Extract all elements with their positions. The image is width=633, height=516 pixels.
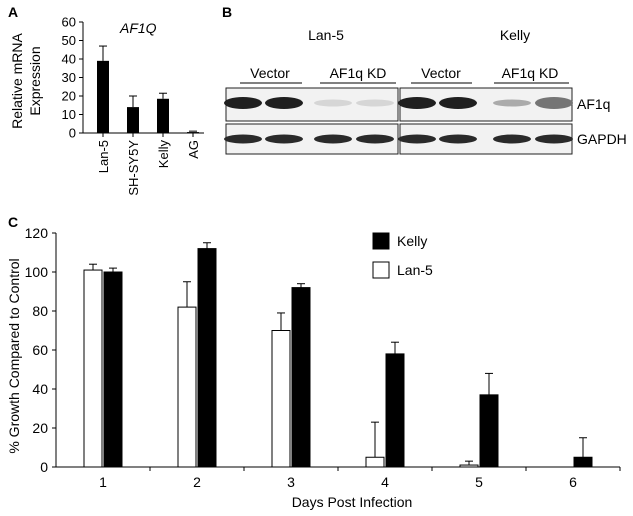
chart-a: AF1Q Relative mRNA Expression 0 10 20 30 40 5… xyxy=(9,15,204,196)
chart-a-ylabel-line-2: Expression xyxy=(27,46,43,115)
blot-band-af1q xyxy=(535,97,573,109)
legend-swatch-kelly xyxy=(372,232,390,250)
chart-c-y-tick-label: 0 xyxy=(40,459,48,475)
chart-a-title: AF1Q xyxy=(119,20,157,36)
chart-c-bar-kelly xyxy=(197,248,217,468)
chart-a-y-tick-label: 20 xyxy=(62,89,76,104)
legend-swatch-lan5 xyxy=(372,261,390,279)
chart-a-bar xyxy=(97,60,109,133)
legend-label-kelly: Kelly xyxy=(397,233,427,249)
chart-c-x-tick-label: 4 xyxy=(381,474,389,490)
chart-c-bar-lan5 xyxy=(459,464,479,468)
blot-cell-line-lan5: Lan-5 xyxy=(308,27,344,43)
chart-c-y-tick-label: 120 xyxy=(25,225,49,241)
blot-band-gapdh xyxy=(493,134,531,144)
chart-a-bar xyxy=(157,98,169,133)
panel-label-a: A xyxy=(8,4,18,20)
chart-a-y-tick-label: 10 xyxy=(62,107,76,122)
chart-a-ylabel-line-1: Relative mRNA xyxy=(9,33,25,129)
chart-c-bar-lan5 xyxy=(365,456,385,468)
chart-c-x-tick-label: 2 xyxy=(193,474,201,490)
blot-band-gapdh xyxy=(224,134,262,144)
blot-group-label: Vector xyxy=(421,65,461,81)
chart-c-ylabel: % Growth Compared to Control xyxy=(6,258,22,453)
panel-label-b: B xyxy=(222,4,232,20)
blot-band-af1q xyxy=(493,99,531,107)
blot-bands xyxy=(224,97,573,144)
blot-band-gapdh xyxy=(314,134,352,144)
blot-cell-line-kelly: Kelly xyxy=(500,27,530,43)
blot-group-label: Vector xyxy=(250,65,290,81)
chart-a-y-tick-label: 30 xyxy=(62,70,76,85)
chart-c-bar-kelly xyxy=(385,353,405,468)
blot-band-af1q xyxy=(314,99,352,107)
blot-band-af1q xyxy=(439,97,477,109)
chart-c-bar-lan5 xyxy=(177,306,197,468)
chart-c-bar-kelly xyxy=(573,456,593,468)
blot-band-af1q xyxy=(224,97,262,109)
blot-row-label-af1q: AF1q xyxy=(577,96,610,112)
blot-band-gapdh xyxy=(265,134,303,144)
blot-band-gapdh xyxy=(439,134,477,144)
blot-group-label: AF1q KD xyxy=(330,65,387,81)
chart-c-y-tick-label: 40 xyxy=(32,381,48,397)
chart-c-bar-kelly xyxy=(291,287,311,468)
chart-c-bar-lan5 xyxy=(83,269,103,468)
blot-band-gapdh xyxy=(535,134,573,144)
chart-c-y-tick-label: 80 xyxy=(32,303,48,319)
blot-band-af1q xyxy=(398,97,436,109)
chart-c-bar-kelly xyxy=(479,394,499,468)
blot-band-af1q xyxy=(356,99,394,107)
chart-c-x-tick-label: 1 xyxy=(99,474,107,490)
western-blot: Lan-5 Kelly Vector AF1q KD Vector AF1q K… xyxy=(224,27,627,155)
blot-band-af1q xyxy=(265,97,303,109)
chart-a-x-tick-label: Lan-5 xyxy=(96,140,111,173)
chart-c-y-tick-label: 60 xyxy=(32,342,48,358)
chart-c-bar-kelly xyxy=(103,271,123,468)
chart-c: % Growth Compared to Control Days Post I… xyxy=(6,225,621,510)
blot-band-gapdh xyxy=(356,134,394,144)
blot-row-label-gapdh: GAPDH xyxy=(577,131,627,147)
chart-a-x-tick-label: SH-SY5Y xyxy=(126,140,141,196)
chart-c-y-tick-label: 20 xyxy=(32,420,48,436)
blot-group-label: AF1q KD xyxy=(502,65,559,81)
chart-c-x-tick-label: 3 xyxy=(287,474,295,490)
chart-c-xlabel: Days Post Infection xyxy=(292,494,413,510)
chart-c-x-tick-label: 6 xyxy=(569,474,577,490)
chart-c-x-tick-label: 5 xyxy=(475,474,483,490)
chart-a-x-tick-label: AG xyxy=(186,140,201,159)
chart-a-bar xyxy=(127,107,139,133)
blot-band-gapdh xyxy=(398,134,436,144)
chart-a-y-tick-label: 50 xyxy=(62,33,76,48)
chart-a-y-tick-label: 40 xyxy=(62,52,76,67)
chart-a-x-tick-label: Kelly xyxy=(156,140,171,169)
chart-a-y-tick-label: 0 xyxy=(69,126,76,141)
chart-c-y-tick-label: 100 xyxy=(25,264,49,280)
panel-label-c: C xyxy=(8,214,18,230)
chart-a-y-tick-label: 60 xyxy=(62,15,76,30)
legend-label-lan5: Lan-5 xyxy=(397,262,433,278)
chart-c-bar-lan5 xyxy=(271,330,291,468)
chart-a-bar xyxy=(187,132,199,133)
